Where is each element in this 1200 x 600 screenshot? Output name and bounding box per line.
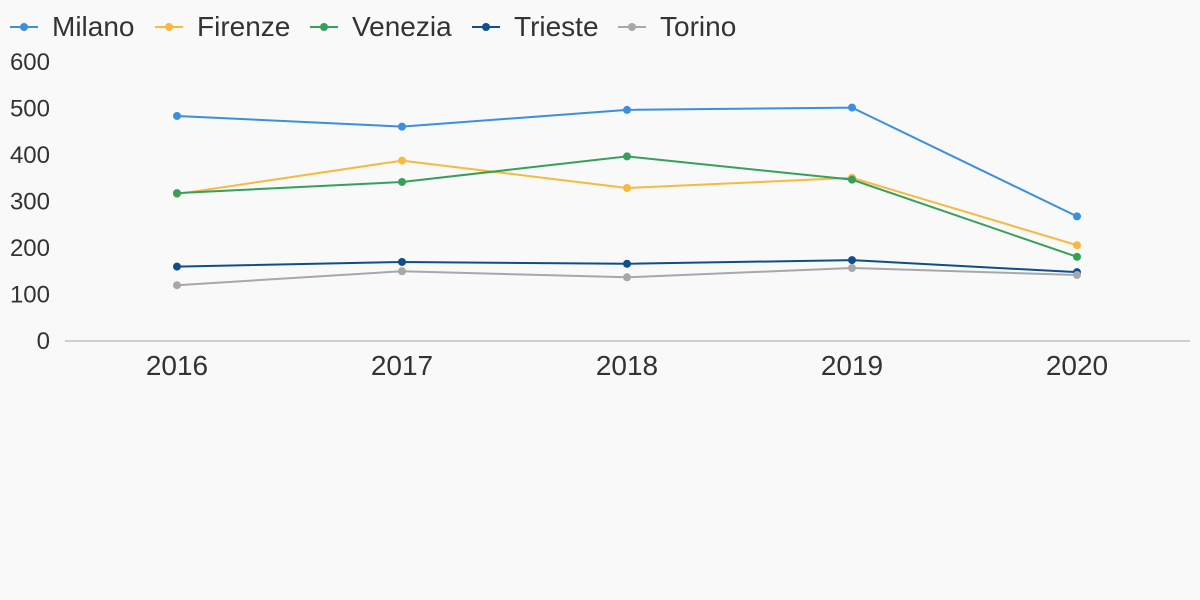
data-point — [398, 156, 406, 165]
y-axis: 0 100 200 300 400 500 600 — [10, 49, 50, 355]
x-axis: 2016 2017 2018 2019 2020 — [146, 350, 1108, 381]
data-point — [623, 259, 631, 268]
x-tick-label: 2019 — [821, 350, 883, 381]
data-point — [398, 257, 406, 266]
y-tick-label: 300 — [10, 189, 50, 216]
data-point — [398, 267, 406, 276]
series-torino — [173, 263, 1081, 290]
y-tick-label: 600 — [10, 49, 50, 76]
x-tick-label: 2017 — [371, 350, 433, 381]
legend-item-venezia: Venezia — [310, 11, 452, 42]
data-point — [1073, 212, 1081, 221]
legend-label: Trieste — [514, 11, 599, 42]
legend: Milano Firenze Venezia Trieste Torino — [10, 11, 736, 42]
data-point — [173, 281, 181, 290]
data-point — [398, 177, 406, 186]
series-firenze — [173, 156, 1081, 250]
data-point — [623, 184, 631, 193]
legend-label: Venezia — [352, 11, 452, 42]
data-point — [848, 263, 856, 272]
legend-label: Firenze — [197, 11, 290, 42]
data-point — [173, 262, 181, 271]
data-point — [848, 103, 856, 112]
legend-item-torino: Torino — [618, 11, 736, 42]
series-venezia — [173, 152, 1081, 261]
legend-point-marker — [320, 23, 328, 31]
data-point — [1073, 252, 1081, 261]
y-tick-label: 500 — [10, 96, 50, 123]
x-tick-label: 2018 — [596, 350, 658, 381]
series-line — [176, 155, 1078, 258]
y-tick-label: 400 — [10, 142, 50, 169]
data-point — [1073, 270, 1081, 279]
data-point — [173, 189, 181, 198]
y-tick-label: 0 — [37, 328, 50, 355]
data-point — [848, 256, 856, 265]
y-tick-label: 200 — [10, 235, 50, 262]
series-line — [176, 159, 1078, 247]
data-point — [848, 175, 856, 184]
x-tick-label: 2016 — [146, 350, 208, 381]
series-line — [176, 106, 1078, 218]
legend-label: Milano — [52, 11, 134, 42]
series-milano — [173, 103, 1081, 221]
legend-item-trieste: Trieste — [472, 11, 599, 42]
data-point — [173, 111, 181, 120]
legend-point-marker — [20, 23, 28, 31]
data-point — [623, 273, 631, 282]
series-layer — [173, 103, 1081, 290]
data-point — [1073, 241, 1081, 250]
legend-point-marker — [628, 23, 636, 31]
y-tick-label: 100 — [10, 282, 50, 309]
legend-point-marker — [482, 23, 490, 31]
data-point — [623, 152, 631, 161]
data-point — [623, 105, 631, 114]
data-point — [398, 122, 406, 131]
x-tick-label: 2020 — [1046, 350, 1108, 381]
series-trieste — [173, 256, 1081, 277]
legend-item-firenze: Firenze — [155, 11, 290, 42]
legend-point-marker — [165, 23, 173, 31]
legend-item-milano: Milano — [10, 11, 134, 42]
legend-label: Torino — [660, 11, 736, 42]
